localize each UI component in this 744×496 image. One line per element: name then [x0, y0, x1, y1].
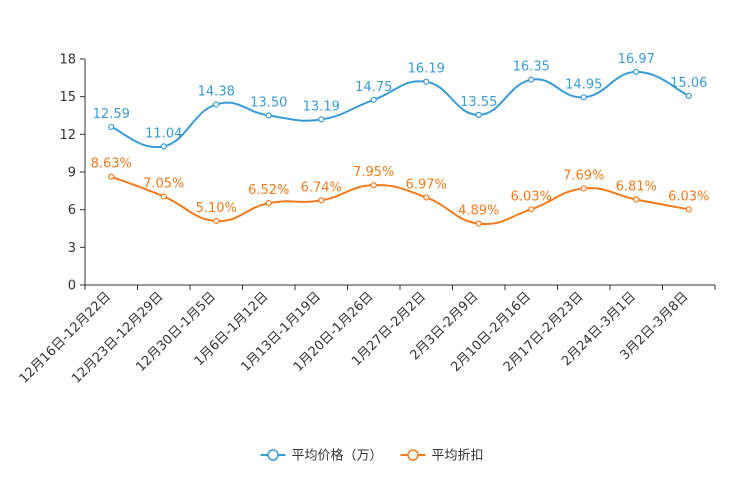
- x-tick-label: 12月23日-12月29日: [69, 289, 166, 386]
- data-label: 13.19: [303, 99, 340, 114]
- legend-item-0[interactable]: 平均价格（万）: [260, 448, 383, 464]
- data-point[interactable]: [685, 92, 692, 100]
- y-tick-label: 9: [68, 166, 76, 181]
- data-point[interactable]: [580, 185, 587, 192]
- y-tick-label: 3: [68, 241, 76, 256]
- legend-item-1[interactable]: 平均折扣: [400, 449, 484, 464]
- data-label: 7.05%: [143, 176, 184, 191]
- series-layer: 12.59 11.04 14.38 13.50 13.19 14.75 16.19 13.55…: [91, 52, 709, 227]
- data-label: 14.38: [198, 84, 235, 99]
- series-0: 12.59 11.04 14.38 13.50 13.19 14.75 16.19 13.55…: [93, 52, 707, 150]
- data-label: 13.55: [460, 95, 497, 110]
- y-tick-label: 6: [68, 203, 76, 218]
- data-point[interactable]: [633, 68, 640, 76]
- data-point[interactable]: [685, 206, 692, 213]
- data-label: 7.69%: [563, 168, 604, 183]
- data-label: 15.06: [670, 76, 707, 91]
- data-label: 7.95%: [353, 165, 394, 180]
- data-label: 6.74%: [301, 180, 342, 195]
- legend-marker: [267, 449, 279, 461]
- data-label: 6.52%: [248, 183, 289, 198]
- data-point[interactable]: [475, 111, 482, 118]
- legend[interactable]: 平均价格（万） 平均折扣: [260, 448, 484, 464]
- data-label: 6.03%: [511, 189, 552, 204]
- data-point[interactable]: [423, 78, 430, 85]
- series-1-line: [110, 175, 689, 226]
- data-label: 6.81%: [616, 179, 657, 194]
- legend-label: 平均价格（万）: [292, 448, 383, 464]
- data-point[interactable]: [370, 182, 377, 189]
- data-point[interactable]: [633, 196, 640, 203]
- data-label: 13.50: [250, 96, 287, 111]
- data-point[interactable]: [318, 197, 325, 204]
- data-point[interactable]: [528, 76, 535, 83]
- data-label: 14.75: [355, 80, 392, 95]
- data-point[interactable]: [108, 173, 115, 180]
- data-point[interactable]: [265, 200, 272, 207]
- series-0-line: [110, 70, 690, 149]
- y-tick-label: 15: [59, 90, 76, 105]
- data-label: 14.95: [565, 77, 602, 92]
- data-label: 5.10%: [196, 201, 237, 216]
- y-tick-label: 0: [68, 279, 76, 294]
- data-point[interactable]: [213, 217, 220, 225]
- data-point[interactable]: [213, 101, 220, 108]
- data-point[interactable]: [370, 96, 377, 103]
- data-point[interactable]: [160, 143, 167, 150]
- data-label: 16.97: [618, 52, 655, 67]
- data-label: 6.97%: [406, 177, 447, 192]
- data-point[interactable]: [318, 116, 325, 123]
- legend-label: 平均折扣: [432, 449, 484, 464]
- data-label: 16.35: [513, 60, 550, 75]
- data-label: 11.04: [145, 126, 182, 141]
- data-point[interactable]: [265, 112, 272, 119]
- data-label: 6.03%: [668, 189, 709, 204]
- legend-marker: [407, 449, 419, 461]
- data-label: 4.89%: [458, 204, 499, 219]
- data-point[interactable]: [160, 193, 167, 200]
- data-point[interactable]: [475, 220, 482, 227]
- data-point[interactable]: [580, 94, 587, 101]
- data-label: 12.59: [93, 107, 130, 122]
- data-label: 16.19: [408, 62, 445, 77]
- y-tick-label: 18: [59, 53, 76, 68]
- x-tick-label: 12月16日-12月22日: [17, 289, 114, 386]
- y-tick-label: 12: [59, 128, 76, 143]
- data-point[interactable]: [528, 206, 535, 213]
- data-point[interactable]: [423, 194, 430, 201]
- series-1: 8.63% 7.05% 5.10% 6.52% 6.74% 7.95% 6.97% 4.89%…: [91, 157, 709, 227]
- data-label: 8.63%: [91, 157, 132, 172]
- data-point[interactable]: [108, 123, 115, 131]
